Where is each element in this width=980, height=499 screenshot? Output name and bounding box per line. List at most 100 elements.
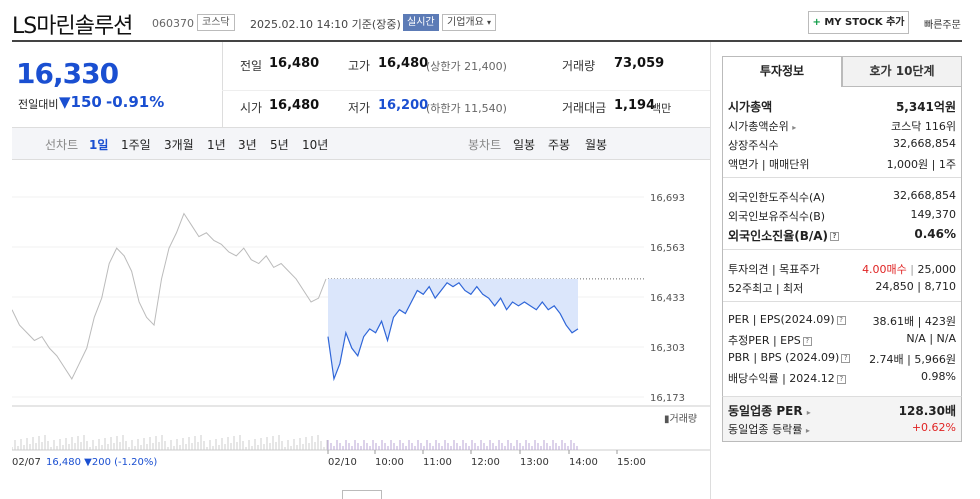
candle-monthly[interactable]: 월봉 [585,138,608,152]
volume-value: 73,059 [614,56,665,71]
prev-close-value: 16,480 [269,56,320,71]
chevron-right-icon: ▸ [792,123,797,132]
x-tick-label: 14:00 [569,457,598,468]
divider [12,40,962,42]
sector-change-value: +0.62% [911,421,956,434]
y-tick-label: 16,433 [650,293,685,304]
foreign-ratio-label: 외국인소진율(B/A)? [728,227,840,244]
period-1d[interactable]: 1일 [89,138,109,152]
sector-per-value: 128.30배 [898,404,956,418]
stock-name: LS마린솔루션 [12,14,133,39]
y-tick-label: 16,563 [650,243,685,254]
today-area [328,278,578,379]
help-icon[interactable]: ? [802,336,812,346]
low-value: 16,200 [378,98,429,113]
per-eps-text: PER | EPS(2024.09) [728,313,835,326]
est-per-text: 추정PER | EPS [728,334,801,347]
period-3m[interactable]: 3개월 [164,138,194,152]
opinion-value: 4.00매수 | 25,000 [862,263,957,276]
tab-invest-info[interactable]: 투자정보 [722,56,842,87]
tab-orderbook[interactable]: 호가 10단계 [842,56,962,87]
divider [723,249,961,250]
x-tick-label: 02/10 [328,457,357,468]
help-icon[interactable]: ? [836,374,846,384]
invest-panel [722,87,962,442]
divider [723,301,961,302]
y-tick-label: 16,303 [650,343,685,354]
per-eps-label: PER | EPS(2024.09)? [728,313,846,326]
opinion-rating: 4.00매수 [862,263,907,276]
quick-order-link[interactable]: 빠른주문 [924,20,961,31]
listed-shares-label: 상장주식수 [728,139,779,152]
upper-limit: (상한가 21,400) [426,60,507,73]
market-cap-rank-value: 코스닥 116위 [891,120,956,133]
company-info-label: 기업개요 [447,17,484,28]
period-1w[interactable]: 1주일 [121,138,151,152]
period-1y[interactable]: 1년 [207,138,226,152]
per-eps-value: 38.61배 | 423원 [872,315,956,328]
amount-unit: 백만 [651,102,672,115]
chevron-down-icon: ▾ [487,18,492,27]
market-cap-value: 5,341억원 [895,100,956,114]
opinion-label: 투자의견 | 목표주가 [728,263,820,276]
plus-icon: + [812,17,821,28]
timestamp: 2025.02.10 14:10 기준(장중) [250,18,401,31]
divider [710,42,711,499]
change-value: ▼150 [59,93,102,111]
today-line [327,281,579,382]
help-icon[interactable]: ? [830,232,840,241]
company-info-dropdown[interactable]: 기업개요 ▾ [442,14,497,31]
foreign-held-label: 외국인보유주식수(B) [728,210,826,223]
change-label: 전일대비 [18,98,59,111]
target-price: 25,000 [917,263,957,276]
divider [222,42,223,127]
open-label: 시가 [240,101,263,115]
help-icon[interactable]: ? [841,353,851,363]
period-5y[interactable]: 5년 [270,138,289,152]
dividend-label: 배당수익률 | 2024.12? [728,370,846,386]
current-price: 16,330 [16,57,119,90]
low-label: 저가 [348,101,371,115]
pbr-bps-text: PBR | BPS (2024.09) [728,351,840,364]
price-chart[interactable]: 16,693 16,563 16,433 16,303 16,173 ▮거래량 02/10 1… [12,160,710,499]
chevron-right-icon: ▸ [805,426,810,435]
par-value-label: 액면가 | 매매단위 [728,158,810,171]
period-10y[interactable]: 10년 [302,138,329,152]
foreign-ratio-value: 0.46% [914,227,956,241]
pbr-bps-label: PBR | BPS (2024.09)? [728,351,851,364]
candle-weekly[interactable]: 주봉 [548,138,571,152]
y-tick-label: 16,693 [650,193,685,204]
volume-label: ▮거래량 [664,413,697,425]
candle-daily[interactable]: 일봉 [513,138,536,152]
y-tick-label: 16,173 [650,393,685,404]
par-value-value: 1,000원 | 1주 [886,158,956,171]
est-per-value: N/A | N/A [906,332,956,345]
divider [222,90,710,91]
x-tick-label: 12:00 [471,457,500,468]
dividend-value: 0.98% [921,370,956,383]
mystock-label: MY STOCK 추가 [824,17,905,28]
help-icon[interactable]: ? [836,315,846,325]
foreign-limit-label: 외국인한도주식수(A) [728,191,826,204]
market-cap-rank-text: 시가총액순위 [728,120,789,133]
period-3y[interactable]: 3년 [238,138,257,152]
volume-label: 거래량 [562,59,596,73]
prev-close-label: 전일 [240,59,263,73]
market-cap-rank-label[interactable]: 시가총액순위 ▸ [728,118,796,134]
high-label: 고가 [348,59,371,73]
open-value: 16,480 [269,98,320,113]
x-tick-label: 15:00 [617,457,646,468]
amount-label: 거래대금 [562,101,607,115]
sector-per-label: 동일업종 PER ▸ [728,402,811,419]
market-tag: 코스닥 [197,14,235,31]
divider [723,177,961,178]
x-tick-label: 11:00 [423,457,452,468]
pbr-bps-value: 2.74배 | 5,966원 [869,353,956,366]
chevron-right-icon: ▸ [806,408,811,417]
listed-shares-value: 32,668,854 [893,137,956,150]
expand-handle[interactable] [342,490,382,499]
prev-day-close: 16,480 ▼200 (-1.20%) [46,457,157,468]
mystock-add-button[interactable]: + MY STOCK 추가 [808,11,909,34]
sector-change-text: 동일업종 등락률 [728,423,803,436]
market-cap-label: 시가총액 [728,100,773,114]
